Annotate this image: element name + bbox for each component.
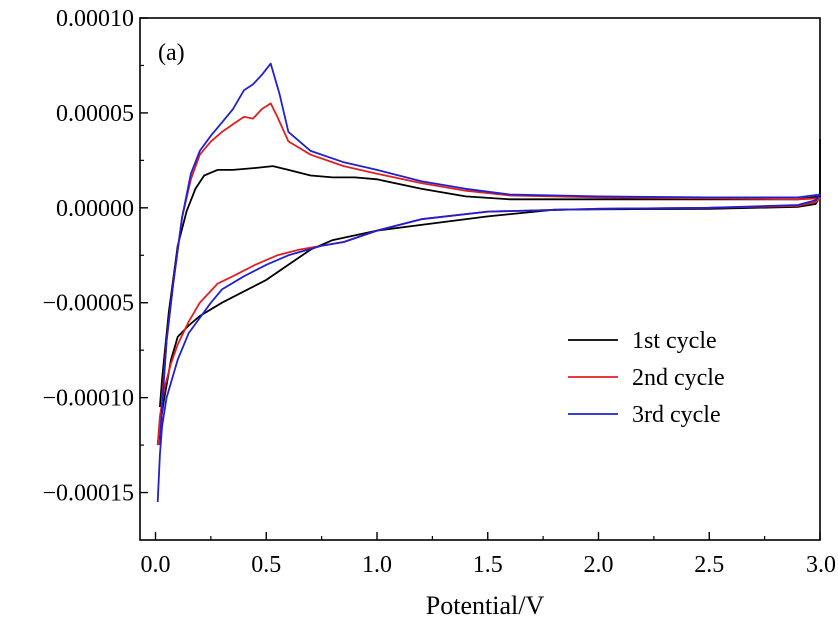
- series-line-1: [156, 138, 821, 446]
- series-line-3: [156, 62, 821, 503]
- panel-label: (a): [158, 40, 185, 66]
- y-tick-label: −0.00015: [42, 481, 134, 507]
- legend-label: 1st cycle: [632, 328, 717, 354]
- legend-label: 2nd cycle: [632, 365, 725, 391]
- x-tick-label: 2.0: [584, 552, 614, 578]
- x-tick-label: 1.5: [473, 552, 503, 578]
- y-tick-label: 0.00005: [56, 101, 134, 127]
- plot-frame: [139, 17, 821, 541]
- legend: 1st cycle 2nd cycle 3rd cycle: [568, 328, 725, 428]
- x-tick-label: 1.0: [362, 552, 392, 578]
- axis-ticks: 0.0 0.5 1.0 1.5 2.0 2.5 3.0 −0.00015 −0.00010 −0.…: [42, 6, 836, 578]
- x-axis-title: Potential/V: [426, 591, 545, 620]
- x-tick-label: 0.0: [141, 552, 171, 578]
- series-layer: [156, 62, 821, 503]
- series-line-2: [156, 102, 821, 446]
- x-tick-label: 3.0: [806, 552, 836, 578]
- y-tick-label: −0.00005: [42, 291, 134, 317]
- x-tick-label: 2.5: [694, 552, 724, 578]
- x-tick-label: 0.5: [251, 552, 281, 578]
- y-tick-label: 0.00000: [56, 196, 134, 222]
- y-tick-label: 0.00010: [56, 6, 134, 32]
- y-tick-label: −0.00010: [42, 386, 134, 412]
- legend-label: 3rd cycle: [632, 402, 721, 428]
